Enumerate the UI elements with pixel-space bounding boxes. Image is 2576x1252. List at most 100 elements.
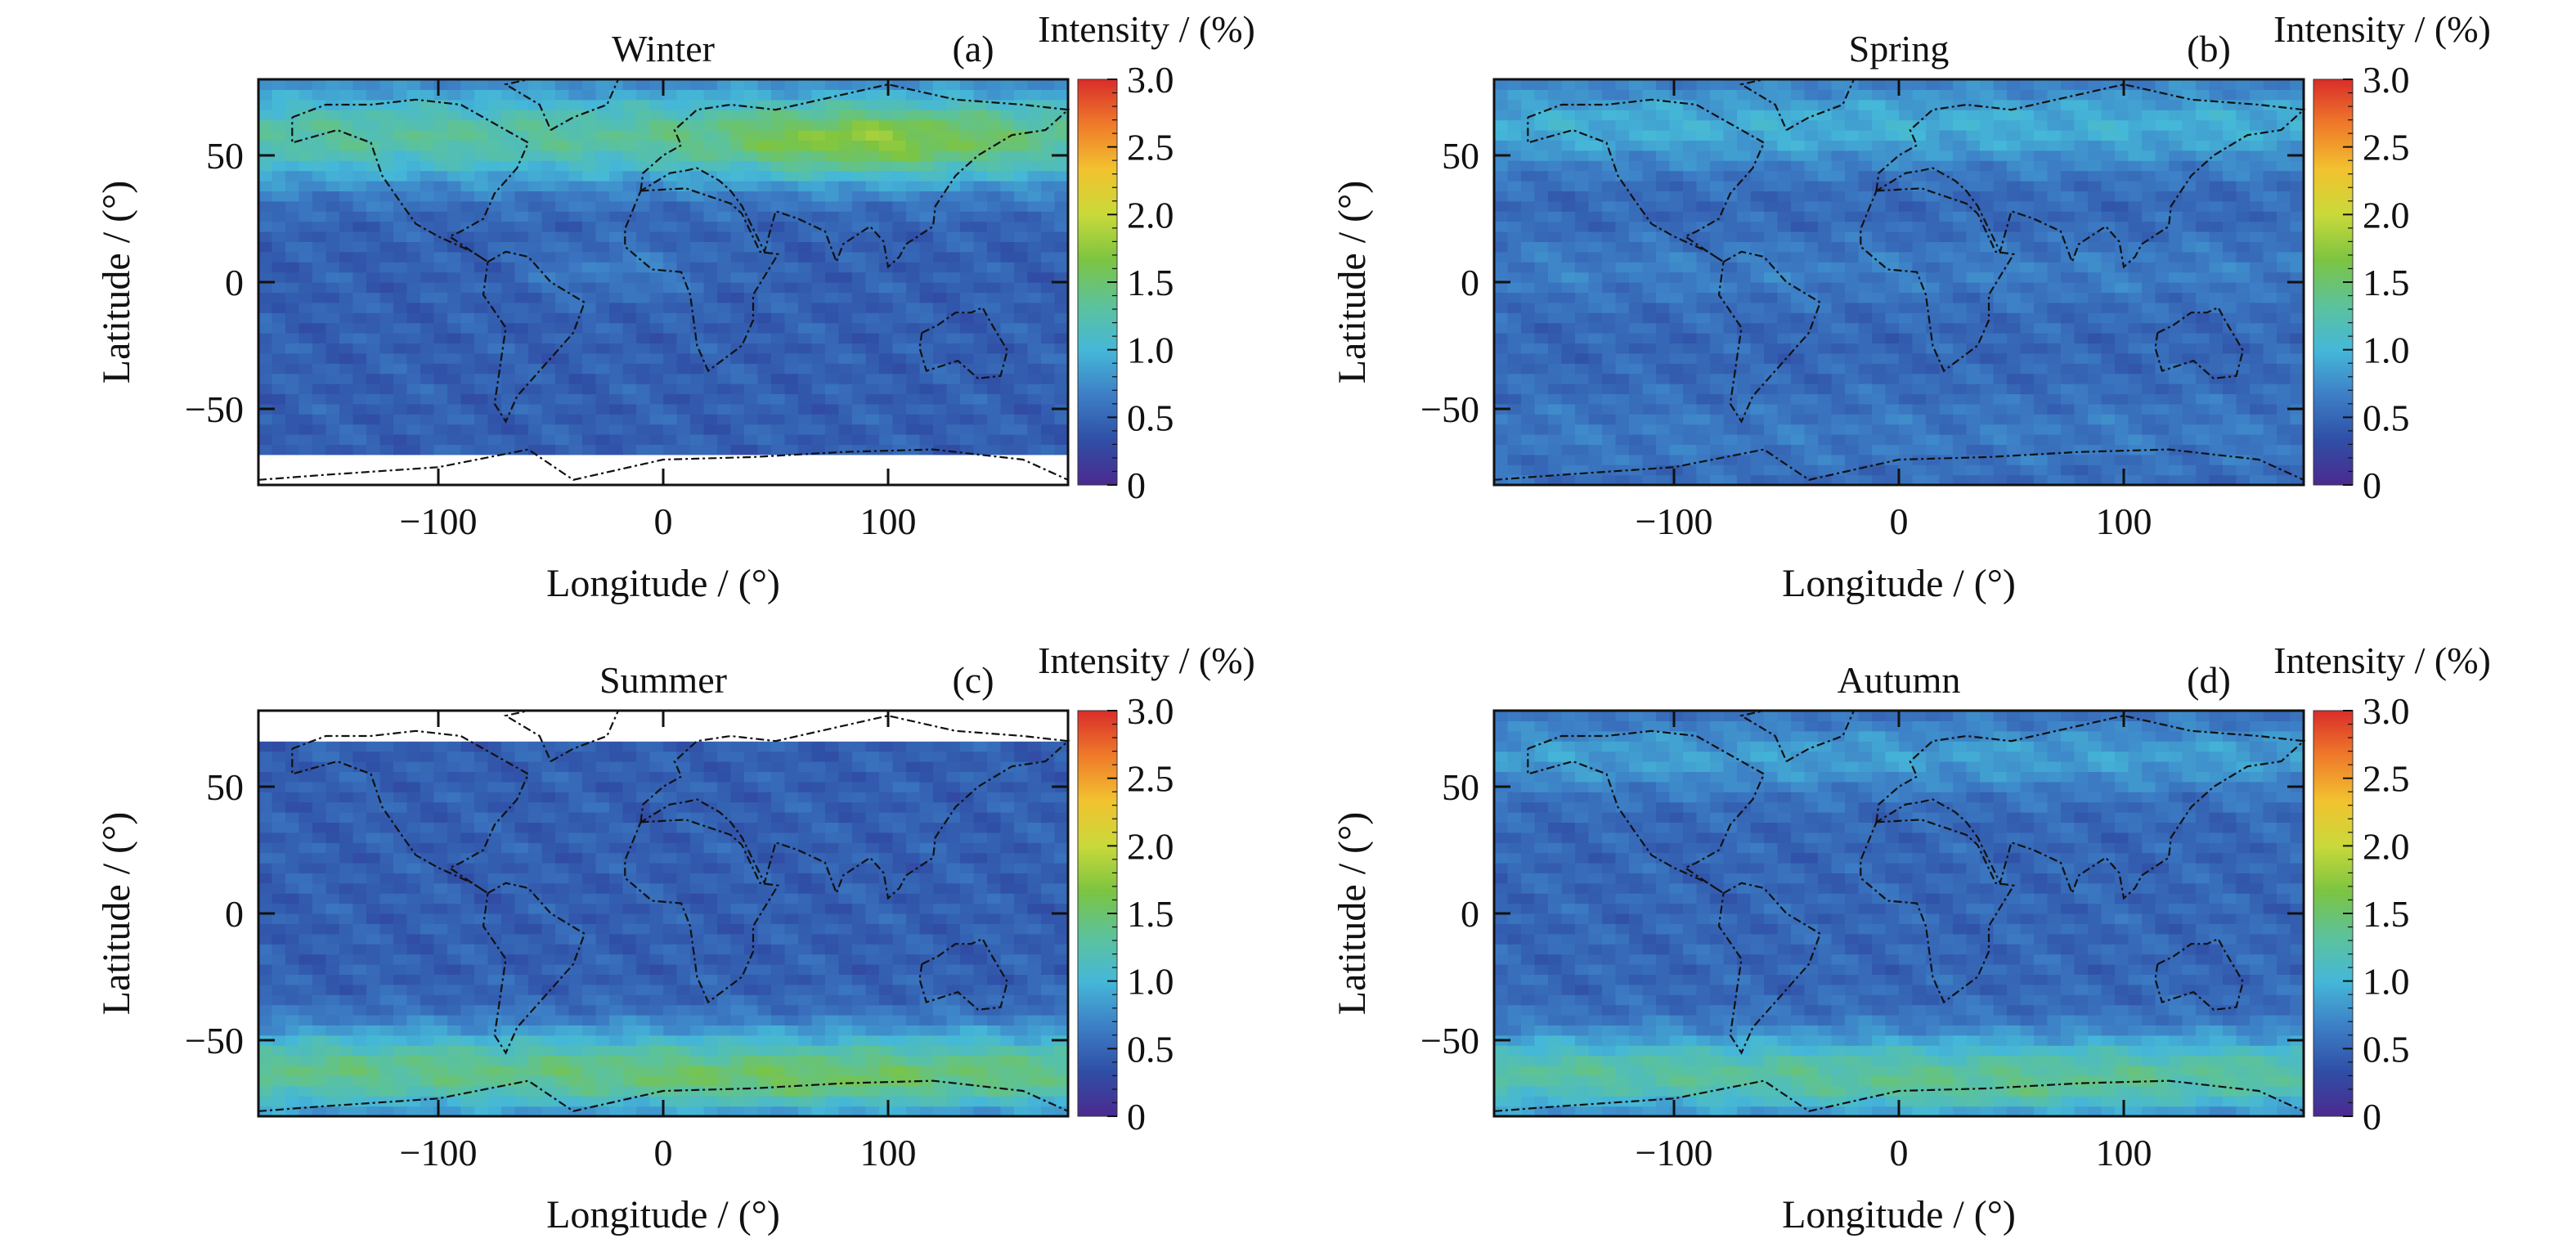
- heatmap-cell: [649, 292, 664, 303]
- heatmap-cell: [717, 393, 732, 405]
- heatmap-cell: [393, 434, 408, 445]
- colorbar-label: Intensity / (%): [1038, 8, 1255, 50]
- heatmap-cell: [1588, 262, 1603, 273]
- heatmap-cell: [2020, 434, 2035, 445]
- heatmap-cell: [852, 200, 867, 212]
- heatmap-cell: [1804, 282, 1819, 293]
- heatmap-cell: [2250, 221, 2264, 232]
- heatmap-cell: [906, 181, 921, 191]
- heatmap-cell: [285, 160, 300, 172]
- heatmap-cell: [1000, 403, 1015, 415]
- heatmap-cell: [1993, 110, 2008, 121]
- heatmap-cell: [636, 333, 651, 343]
- heatmap-cell: [1750, 444, 1765, 455]
- heatmap-cell: [501, 333, 516, 343]
- heatmap-cell: [1507, 181, 1522, 191]
- heatmap-cell: [1669, 181, 1684, 191]
- heatmap-cell: [298, 403, 313, 415]
- panel-label: (a): [952, 28, 994, 70]
- heatmap-cell: [1683, 231, 1698, 242]
- heatmap-cell: [420, 444, 435, 455]
- heatmap-cell: [1041, 312, 1056, 324]
- heatmap-cell: [1534, 191, 1549, 202]
- heatmap-cell: [1845, 160, 1860, 172]
- heatmap-cell: [1615, 181, 1630, 191]
- heatmap-cell: [1561, 119, 1576, 131]
- heatmap-cell: [1602, 434, 1617, 445]
- heatmap-cell: [771, 434, 786, 445]
- heatmap-cell: [2277, 181, 2291, 191]
- heatmap-cell: [2020, 119, 2035, 131]
- heatmap-cell: [2128, 282, 2143, 293]
- heatmap-cell: [757, 403, 772, 415]
- heatmap-cell: [541, 373, 556, 384]
- heatmap-cell: [1966, 474, 1981, 486]
- heatmap-cell: [636, 211, 651, 222]
- heatmap-cell: [420, 231, 435, 242]
- heatmap-cell: [393, 333, 408, 343]
- heatmap-cell: [1791, 89, 1806, 101]
- heatmap-cell: [703, 150, 718, 161]
- heatmap-cell: [1818, 434, 1833, 445]
- heatmap-cell: [595, 352, 610, 364]
- heatmap-cell: [568, 403, 583, 415]
- heatmap-cell: [541, 282, 556, 293]
- heatmap-cell: [1858, 322, 1873, 334]
- heatmap-cell: [2155, 373, 2170, 384]
- heatmap-cell: [272, 211, 286, 222]
- heatmap-cell: [2169, 292, 2183, 303]
- heatmap-cell: [2236, 424, 2251, 435]
- heatmap-cell: [730, 333, 745, 343]
- heatmap-cell: [1642, 322, 1657, 334]
- heatmap-cell: [447, 130, 462, 141]
- heatmap-cell: [1872, 333, 1887, 343]
- heatmap-cell: [2101, 79, 2116, 90]
- heatmap-cell: [1683, 403, 1698, 415]
- heatmap-cell: [2290, 444, 2304, 455]
- heatmap-cell: [2142, 444, 2156, 455]
- heatmap-cell: [1710, 352, 1725, 364]
- heatmap-cell: [730, 130, 745, 141]
- heatmap-cell: [676, 312, 691, 324]
- heatmap-cell: [2034, 444, 2049, 455]
- heatmap-cell: [2020, 170, 2035, 182]
- heatmap-cell: [1683, 211, 1698, 222]
- heatmap-cell: [1521, 119, 1536, 131]
- heatmap-cell: [1912, 211, 1927, 222]
- heatmap-cell: [730, 464, 745, 476]
- heatmap-cell: [771, 181, 786, 191]
- heatmap-cell: [973, 150, 988, 161]
- heatmap-cell: [1791, 343, 1806, 354]
- heatmap-cell: [1494, 181, 1509, 191]
- heatmap-cell: [1966, 302, 1981, 313]
- heatmap-cell: [906, 170, 921, 182]
- heatmap-cell: [2209, 99, 2224, 110]
- heatmap-cell: [676, 464, 691, 476]
- heatmap-cell: [1791, 292, 1806, 303]
- heatmap-cell: [1534, 414, 1549, 425]
- heatmap-cell: [622, 363, 637, 375]
- panel-title: Winter: [612, 28, 715, 70]
- heatmap-cell: [447, 312, 462, 324]
- heatmap-cell: [514, 200, 529, 212]
- heatmap-cell: [973, 170, 988, 182]
- heatmap-cell: [1818, 414, 1833, 425]
- heatmap-cell: [1602, 333, 1617, 343]
- heatmap-cell: [298, 322, 313, 334]
- heatmap-cell: [2169, 312, 2183, 324]
- heatmap-cell: [1939, 181, 1954, 191]
- heatmap-cell: [2223, 119, 2237, 131]
- heatmap-cell: [1939, 302, 1954, 313]
- heatmap-cell: [325, 79, 340, 90]
- heatmap-cell: [973, 322, 988, 334]
- heatmap-cell: [2169, 322, 2183, 334]
- heatmap-cell: [1858, 454, 1873, 465]
- heatmap-cell: [946, 140, 961, 151]
- heatmap-cell: [1858, 89, 1873, 101]
- heatmap-cell: [2007, 241, 2022, 253]
- heatmap-cell: [946, 99, 961, 110]
- heatmap-cell: [622, 322, 637, 334]
- heatmap-cell: [1885, 343, 1900, 354]
- heatmap-cell: [2263, 343, 2278, 354]
- heatmap-cell: [879, 393, 894, 405]
